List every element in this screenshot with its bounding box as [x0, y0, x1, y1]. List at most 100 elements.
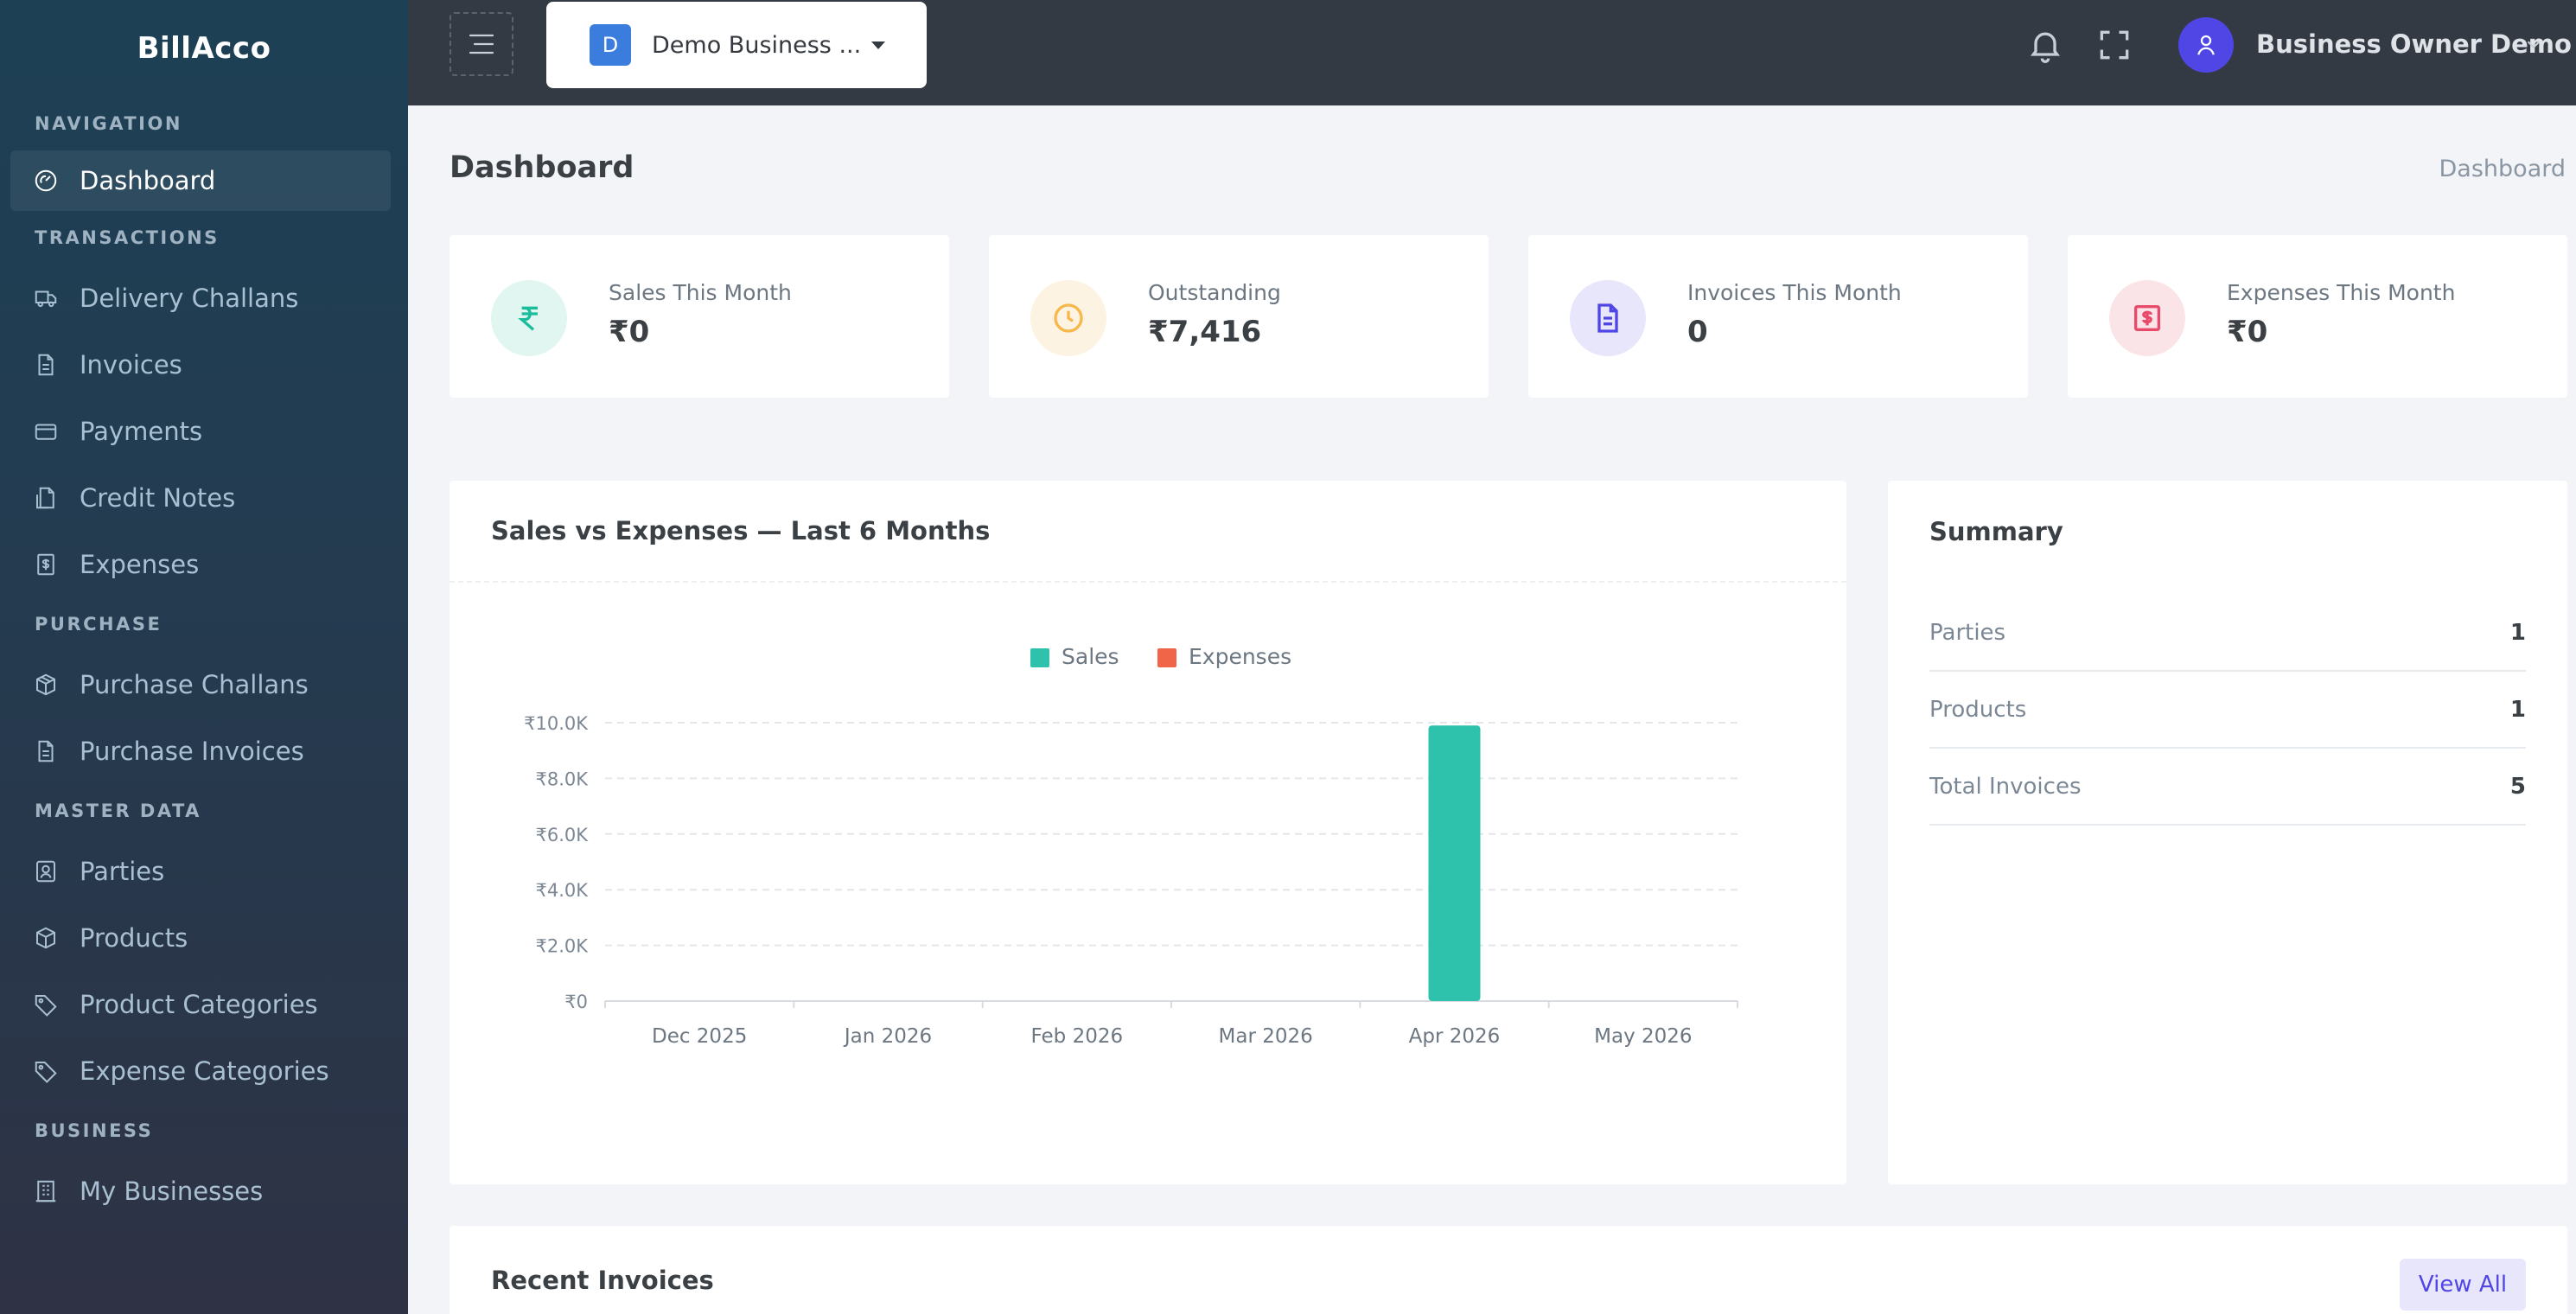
sidebar-item-parties[interactable]: Parties: [0, 838, 398, 904]
nav-section-business: BUSINESS: [35, 1120, 154, 1141]
sidebar-item-label: Expense Categories: [80, 1056, 329, 1086]
file-icon: [38, 354, 54, 375]
x-tick-label: Apr 2026: [1409, 1025, 1501, 1048]
business-selector[interactable]: D Demo Business ...: [546, 2, 927, 88]
sidebar-item-products[interactable]: Products: [0, 904, 398, 971]
menu-toggle-button[interactable]: [450, 12, 513, 76]
sidebar-item-label: Product Categories: [80, 989, 318, 1019]
legend-swatch-sales: [1030, 648, 1049, 667]
y-tick-label: ₹0: [564, 992, 588, 1012]
summary-value: 1: [2509, 619, 2526, 646]
file-icon: [38, 740, 54, 762]
stat-card-outstanding: Outstanding ₹7,416: [989, 235, 1489, 398]
summary-header: Summary: [1888, 481, 2567, 583]
stat-card-sales-this-month: Sales This Month ₹0: [450, 235, 949, 398]
nav-section-master-data: MASTER DATA: [35, 801, 201, 821]
chart-card-header: Sales vs Expenses — Last 6 Months: [450, 481, 1846, 583]
rupee-icon: [518, 306, 538, 331]
stat-label: Expenses This Month: [2227, 280, 2456, 305]
bill-icon: [2134, 305, 2160, 331]
user-name[interactable]: Business Owner Demo: [2256, 29, 2572, 59]
fullscreen-icon: [2100, 30, 2129, 60]
x-tick-label: Feb 2026: [1031, 1025, 1124, 1048]
stat-card-invoices-this-month: Invoices This Month 0: [1528, 235, 2028, 398]
business-badge: D: [590, 24, 631, 66]
document-icon: [1597, 303, 1618, 333]
boxes-icon: [36, 673, 55, 695]
recent-invoices-card: Recent Invoices View All: [450, 1226, 2567, 1314]
legend-label-sales: Sales: [1062, 644, 1119, 669]
notifications-button[interactable]: [2026, 26, 2064, 64]
y-tick-label: ₹8.0K: [535, 769, 589, 789]
user-icon: [2197, 35, 2215, 55]
brand-logo[interactable]: BillAcco: [137, 31, 271, 66]
caret-down-icon: [871, 41, 885, 49]
summary-title: Summary: [1929, 517, 2063, 546]
sidebar-item-expense-categories[interactable]: Expense Categories: [0, 1037, 398, 1104]
sidebar-item-payments[interactable]: Payments: [0, 398, 398, 464]
summary-row-parties: Parties 1: [1929, 595, 2526, 672]
sidebar-item-invoices[interactable]: Invoices: [0, 331, 398, 398]
sidebar-item-label: Payments: [80, 416, 203, 446]
card-icon: [35, 424, 57, 440]
x-tick-label: Dec 2025: [652, 1025, 747, 1048]
sidebar-item-product-categories[interactable]: Product Categories: [0, 971, 398, 1037]
x-tick-label: Jan 2026: [843, 1025, 932, 1048]
summary-card: Summary Parties 1 Products 1 Total Invoices 5: [1888, 481, 2567, 1184]
view-all-button[interactable]: View All: [2400, 1259, 2526, 1311]
nav-section-purchase: PURCHASE: [35, 614, 163, 635]
gauge-icon: [35, 169, 57, 192]
hamburger-icon: [469, 34, 494, 54]
summary-label: Total Invoices: [1929, 773, 2082, 800]
box-icon: [36, 927, 55, 948]
sidebar-item-delivery-challans[interactable]: Delivery Challans: [0, 265, 398, 331]
chart-title: Sales vs Expenses — Last 6 Months: [491, 516, 991, 545]
y-tick-label: ₹4.0K: [535, 880, 589, 901]
sales-expenses-chart: ₹0 ₹2.0K ₹4.0K ₹6.0K ₹8.0K ₹10.0K Dec 2025 Jan …: [524, 644, 1738, 1048]
sidebar-item-dashboard[interactable]: Dashboard: [10, 150, 391, 211]
summary-label: Products: [1929, 696, 2027, 723]
y-tick-label: ₹2.0K: [535, 936, 589, 957]
sidebar-item-purchase-challans[interactable]: Purchase Challans: [0, 651, 398, 718]
summary-value: 1: [2509, 696, 2526, 723]
tag-icon: [35, 994, 57, 1017]
page-title: Dashboard: [450, 150, 634, 185]
stat-icon-wrap: [1030, 280, 1106, 356]
sidebar-item-expenses[interactable]: Expenses: [0, 531, 398, 597]
breadcrumb[interactable]: Dashboard: [2439, 156, 2566, 182]
note-icon: [36, 487, 54, 508]
sidebar-item-my-businesses[interactable]: My Businesses: [0, 1158, 398, 1224]
sidebar-item-label: Credit Notes: [80, 482, 236, 513]
sidebar-item-label: Delivery Challans: [80, 283, 299, 313]
topbar: D Demo Business ... Business Owner Demo: [408, 0, 2576, 105]
sidebar-nav: NAVIGATION Dashboard TRANSACTIONS Delivery …: [0, 97, 408, 1224]
sidebar-item-label: Dashboard: [80, 166, 216, 195]
contact-icon: [36, 860, 55, 882]
clock-icon: [1054, 303, 1083, 333]
user-avatar[interactable]: [2178, 17, 2234, 73]
sidebar-item-label: Products: [80, 922, 188, 953]
recent-invoices-title: Recent Invoices: [491, 1266, 714, 1295]
bar-sales-apr-2026: [1428, 725, 1481, 1001]
sidebar-item-label: Parties: [80, 856, 165, 886]
truck-icon: [35, 290, 57, 307]
sidebar-item-credit-notes[interactable]: Credit Notes: [0, 464, 398, 531]
chevron-down-icon[interactable]: [2524, 35, 2543, 54]
sidebar-item-label: Purchase Invoices: [80, 736, 304, 766]
summary-value: 5: [2509, 773, 2526, 800]
sidebar-item-purchase-invoices[interactable]: Purchase Invoices: [0, 718, 398, 784]
stat-card-expenses-this-month: Expenses This Month ₹0: [2068, 235, 2567, 398]
stat-value: ₹0: [609, 315, 650, 349]
stat-value: 0: [1687, 315, 1708, 349]
sidebar-item-label: My Businesses: [80, 1176, 264, 1206]
y-tick-label: ₹6.0K: [535, 825, 589, 845]
receipt-icon: [37, 553, 54, 575]
legend-swatch-expenses: [1157, 648, 1176, 667]
stat-value: ₹0: [2227, 315, 2268, 349]
nav-section-transactions: TRANSACTIONS: [35, 227, 220, 248]
fullscreen-button[interactable]: [2095, 26, 2133, 64]
business-name: Demo Business ...: [652, 31, 862, 59]
stat-label: Outstanding: [1148, 280, 1281, 305]
x-tick-label: Mar 2026: [1219, 1025, 1313, 1048]
nav-section-navigation: NAVIGATION: [35, 113, 182, 134]
